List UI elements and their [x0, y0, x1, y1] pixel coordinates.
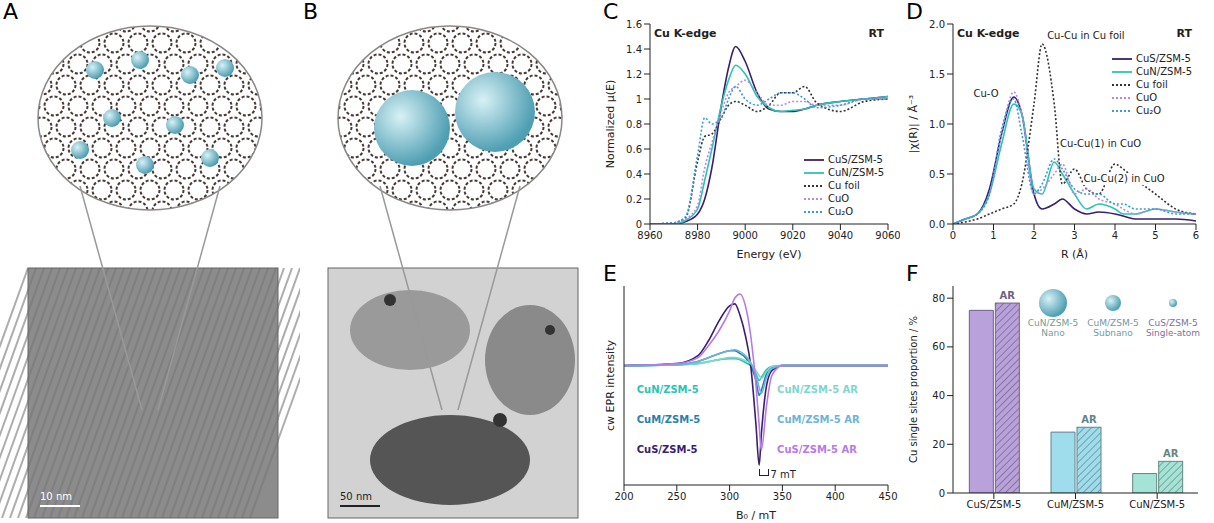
svg-text:1: 1 [990, 230, 996, 241]
html-text:CuN/ZSM-5 AR: CuN/ZSM-5 AR [777, 384, 858, 396]
svg-text:0.4: 0.4 [626, 169, 642, 180]
svg-text:10 nm: 10 nm [40, 491, 72, 502]
html-text:CuS/ZSM-5: CuS/ZSM-5 [1148, 318, 1198, 328]
html-text:Cu-O: Cu-O [973, 88, 999, 99]
html-text:CuN/ZSM-5: CuN/ZSM-5 [828, 167, 884, 178]
svg-text:3: 3 [1071, 230, 1077, 241]
svg-text:8980: 8980 [685, 230, 710, 241]
html-text:C: C [603, 0, 619, 24]
html-text:B: B [303, 0, 319, 24]
svg-text:250: 250 [667, 491, 686, 502]
svg-text:200: 200 [614, 491, 633, 502]
html-text:Cu-Cu(1) in CuO: Cu-Cu(1) in CuO [1060, 138, 1142, 149]
html-text:CuM/ZSM-5 AR: CuM/ZSM-5 AR [777, 414, 860, 426]
html-text:E: E [603, 261, 617, 286]
html-text:Cu₂O: Cu₂O [828, 206, 854, 217]
html-text:CuM/ZSM-5: CuM/ZSM-5 [636, 414, 701, 426]
svg-text:80: 80 [932, 293, 945, 304]
html-text:CuO: CuO [828, 193, 850, 204]
svg-text:0.8: 0.8 [626, 119, 642, 130]
html-text:CuN/ZSM-5: CuN/ZSM-5 [1136, 66, 1192, 77]
svg-text:0.0: 0.0 [929, 219, 945, 230]
svg-text:0: 0 [950, 230, 956, 241]
html-text:Cu foil: Cu foil [828, 180, 860, 191]
svg-text:AR: AR [1000, 290, 1016, 301]
html-text:RT: RT [868, 27, 884, 40]
html-text:D: D [906, 0, 923, 24]
html-text:Single-atom: Single-atom [1145, 328, 1201, 338]
svg-text:Cu single sites proportion / %: Cu single sites proportion / % [908, 316, 919, 463]
svg-text:1.6: 1.6 [626, 19, 642, 30]
html-text:7 mT: 7 mT [770, 469, 796, 480]
svg-text:6: 6 [1193, 230, 1199, 241]
svg-text:1.5: 1.5 [929, 69, 945, 80]
html-text:CuS/ZSM-5: CuS/ZSM-5 [1136, 53, 1191, 64]
svg-text:cw EPR intensity: cw EPR intensity [604, 340, 617, 431]
svg-text:AR: AR [1163, 448, 1179, 459]
svg-text:Normalized μ(E): Normalized μ(E) [604, 80, 617, 168]
html-text:CuS/ZSM-5 AR: CuS/ZSM-5 AR [777, 444, 857, 456]
svg-text:1: 1 [636, 94, 642, 105]
svg-text:9020: 9020 [780, 230, 805, 241]
html-text:CuS/ZSM-5: CuS/ZSM-5 [636, 444, 698, 456]
html-text:CuM/ZSM-5: CuM/ZSM-5 [1087, 318, 1139, 328]
html-text:Cu K-edge: Cu K-edge [957, 27, 1020, 40]
html-text:Cu-Cu(2) in CuO: Cu-Cu(2) in CuO [1083, 173, 1165, 184]
svg-text:9060: 9060 [875, 230, 900, 241]
svg-text:40: 40 [932, 390, 945, 401]
svg-text:300: 300 [720, 491, 739, 502]
html-text:Cu K-edge: Cu K-edge [654, 27, 717, 40]
svg-text:5: 5 [1152, 230, 1158, 241]
svg-text:AR: AR [1081, 414, 1097, 425]
svg-text:8960: 8960 [637, 230, 662, 241]
svg-text:2.0: 2.0 [929, 19, 945, 30]
svg-text:R (Å): R (Å) [1061, 248, 1088, 261]
html-text:F: F [906, 261, 919, 286]
html-text:CuN/ZSM-5: CuN/ZSM-5 [1027, 318, 1079, 328]
html-text:CuN/ZSM-5: CuN/ZSM-5 [636, 384, 699, 396]
html-text:Cu₂O: Cu₂O [1136, 105, 1162, 116]
html-text:Subnano: Subnano [1093, 328, 1133, 338]
svg-text:2: 2 [1031, 230, 1037, 241]
svg-text:450: 450 [878, 491, 897, 502]
svg-text:1.4: 1.4 [626, 44, 642, 55]
svg-text:0.5: 0.5 [929, 169, 945, 180]
svg-text:0: 0 [939, 488, 945, 499]
svg-text:1.0: 1.0 [929, 119, 945, 130]
html-text:CuO: CuO [1136, 92, 1158, 103]
svg-text:Energy (eV): Energy (eV) [737, 248, 802, 261]
svg-text:50 nm: 50 nm [340, 491, 372, 502]
svg-text:CuN/ZSM-5: CuN/ZSM-5 [1129, 499, 1185, 510]
svg-text:9040: 9040 [828, 230, 853, 241]
svg-text:400: 400 [826, 491, 845, 502]
svg-text:9000: 9000 [732, 230, 757, 241]
svg-text:0.2: 0.2 [626, 194, 642, 205]
svg-text:0: 0 [636, 219, 642, 230]
svg-text:0.6: 0.6 [626, 144, 642, 155]
html-text:Cu foil: Cu foil [1136, 79, 1168, 90]
html-text:A: A [3, 0, 19, 24]
svg-text:1.2: 1.2 [626, 69, 642, 80]
svg-text:4: 4 [1112, 230, 1118, 241]
svg-text:|χ(R)| / Å⁻³: |χ(R)| / Å⁻³ [907, 95, 920, 153]
svg-text:60: 60 [932, 341, 945, 352]
html-text:Nano: Nano [1041, 328, 1065, 338]
svg-text:CuM/ZSM-5: CuM/ZSM-5 [1047, 499, 1104, 510]
svg-text:CuS/ZSM-5: CuS/ZSM-5 [966, 499, 1021, 510]
html-text:Cu-Cu in Cu foil: Cu-Cu in Cu foil [1047, 30, 1125, 41]
svg-text:20: 20 [932, 439, 945, 450]
svg-text:B₀ / mT: B₀ / mT [736, 509, 776, 522]
svg-text:350: 350 [773, 491, 792, 502]
html-text:CuS/ZSM-5: CuS/ZSM-5 [828, 154, 883, 165]
html-text:RT: RT [1176, 27, 1192, 40]
